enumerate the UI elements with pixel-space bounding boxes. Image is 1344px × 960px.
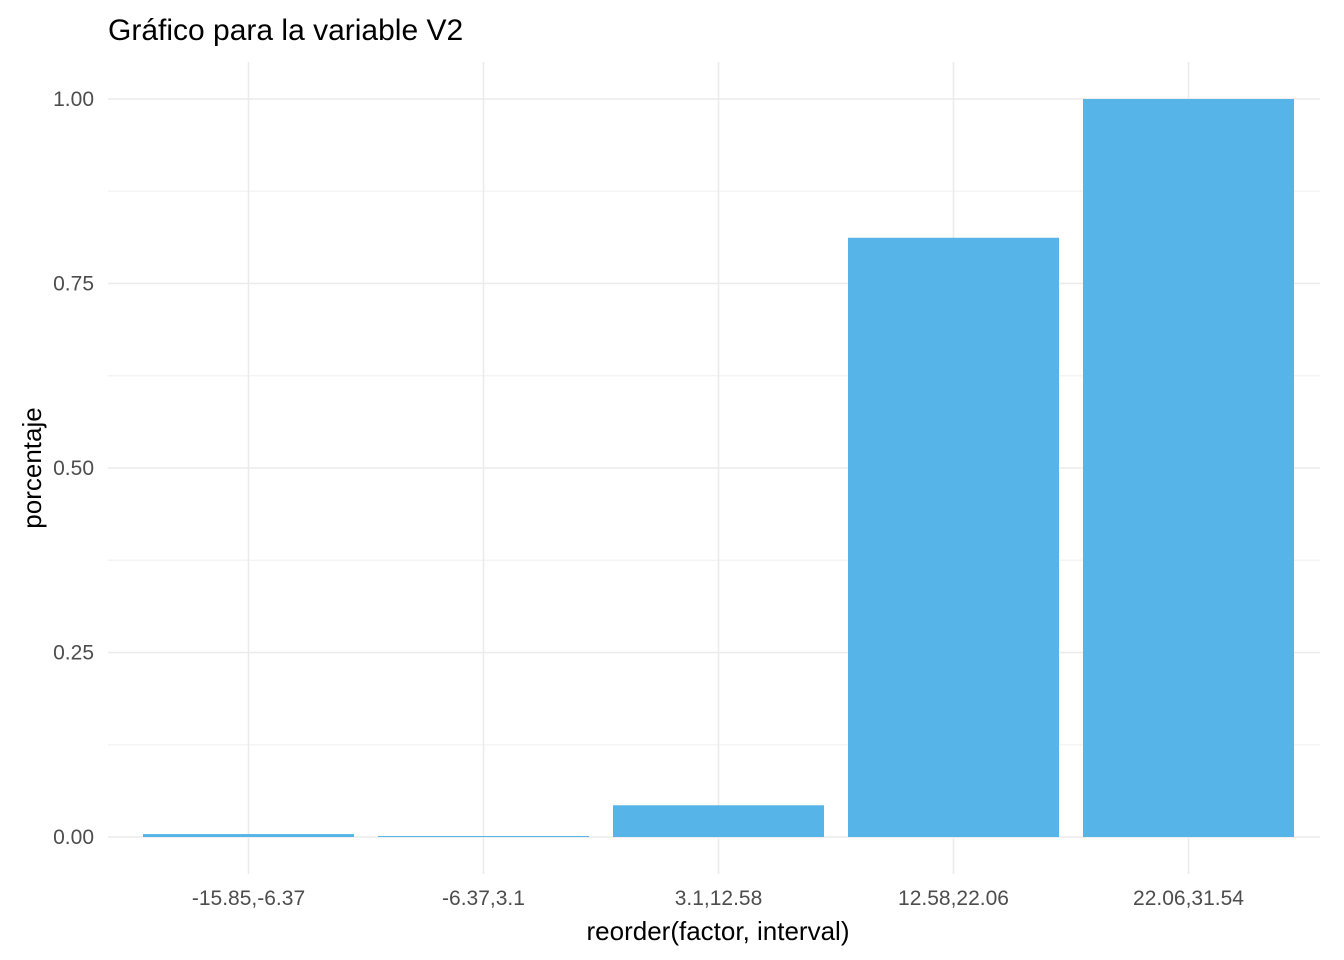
y-tick-label: 0.25 bbox=[53, 642, 94, 665]
x-tick-label: 12.58,22.06 bbox=[898, 887, 1009, 910]
y-axis-ticks: 0.00 0.25 0.50 0.75 1.00 bbox=[53, 88, 94, 849]
bar bbox=[848, 237, 1059, 837]
bars bbox=[143, 99, 1294, 837]
x-tick-label: 3.1,12.58 bbox=[675, 887, 763, 910]
y-tick-label: 0.00 bbox=[53, 826, 94, 849]
y-tick-label: 1.00 bbox=[53, 88, 94, 111]
chart-title: Gráfico para la variable V2 bbox=[108, 14, 463, 47]
bar bbox=[1083, 99, 1294, 837]
y-tick-label: 0.75 bbox=[53, 273, 94, 296]
bar bbox=[143, 834, 354, 837]
x-tick-label: -6.37,3.1 bbox=[442, 887, 525, 910]
bar bbox=[378, 836, 589, 837]
x-tick-label: 22.06,31.54 bbox=[1133, 887, 1244, 910]
y-tick-label: 0.50 bbox=[53, 457, 94, 480]
x-axis-title: reorder(factor, interval) bbox=[587, 916, 850, 946]
bar bbox=[613, 805, 824, 837]
x-tick-label: -15.85,-6.37 bbox=[192, 887, 305, 910]
x-axis-ticks: -15.85,-6.37 -6.37,3.1 3.1,12.58 12.58,22.0… bbox=[192, 887, 1244, 910]
y-axis-title: porcentaje bbox=[17, 407, 47, 528]
